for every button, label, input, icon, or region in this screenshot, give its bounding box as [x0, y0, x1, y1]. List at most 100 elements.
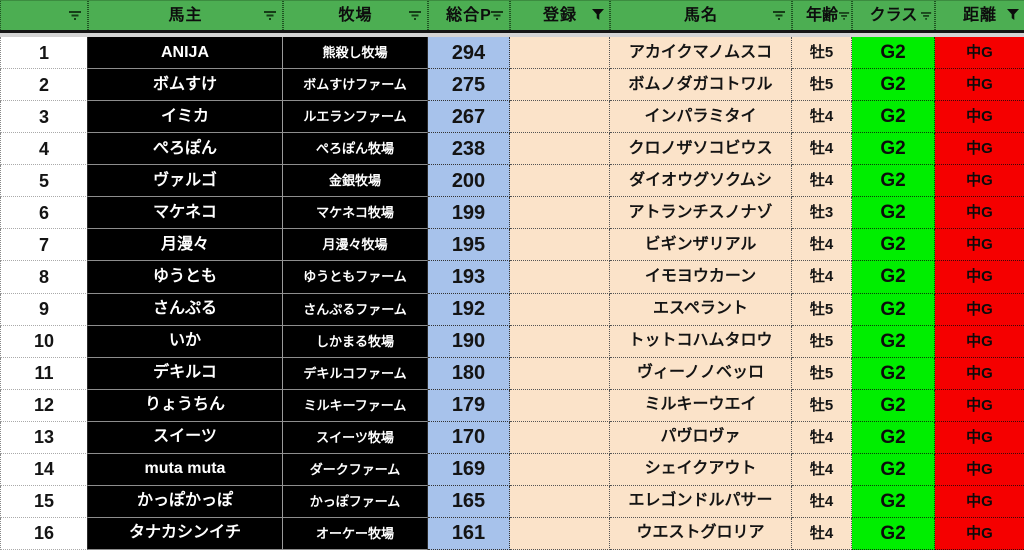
filter-dropdown-icon[interactable]	[921, 7, 932, 25]
class-cell[interactable]: G2	[852, 325, 935, 358]
filter-dropdown-icon[interactable]	[69, 7, 82, 25]
registration-cell[interactable]	[510, 229, 610, 262]
filter-dropdown-icon[interactable]	[773, 7, 786, 25]
rank-cell[interactable]: 16	[0, 517, 88, 550]
header-cell-age[interactable]: 年齢	[792, 1, 852, 30]
horse-name-cell[interactable]: エレゴンドルパサー	[610, 485, 792, 518]
rank-cell[interactable]: 1	[0, 37, 88, 70]
owner-cell[interactable]: いか	[88, 325, 283, 358]
registration-cell[interactable]	[510, 37, 610, 70]
registration-cell[interactable]	[510, 485, 610, 518]
age-cell[interactable]: 牡4	[792, 453, 852, 486]
owner-cell[interactable]: さんぷる	[88, 293, 283, 326]
age-cell[interactable]: 牡5	[792, 325, 852, 358]
distance-cell[interactable]: 中G	[935, 293, 1024, 326]
distance-cell[interactable]: 中G	[935, 101, 1024, 134]
age-cell[interactable]: 牡5	[792, 389, 852, 422]
rank-cell[interactable]: 7	[0, 229, 88, 262]
rank-cell[interactable]: 12	[0, 389, 88, 422]
rank-cell[interactable]: 8	[0, 261, 88, 294]
age-cell[interactable]: 牡5	[792, 69, 852, 102]
age-cell[interactable]: 牡3	[792, 197, 852, 230]
points-cell[interactable]: 179	[428, 389, 510, 422]
class-cell[interactable]: G2	[852, 229, 935, 262]
rank-cell[interactable]: 14	[0, 453, 88, 486]
class-cell[interactable]: G2	[852, 261, 935, 294]
header-cell-rank[interactable]	[0, 1, 88, 30]
farm-cell[interactable]: スイーツ牧場	[283, 421, 428, 454]
rank-cell[interactable]: 10	[0, 325, 88, 358]
horse-name-cell[interactable]: ウエストグロリア	[610, 517, 792, 550]
age-cell[interactable]: 牡4	[792, 421, 852, 454]
age-cell[interactable]: 牡5	[792, 357, 852, 390]
points-cell[interactable]: 238	[428, 133, 510, 166]
points-cell[interactable]: 169	[428, 453, 510, 486]
distance-cell[interactable]: 中G	[935, 37, 1024, 70]
distance-cell[interactable]: 中G	[935, 261, 1024, 294]
owner-cell[interactable]: 月漫々	[88, 229, 283, 262]
owner-cell[interactable]: タナカシンイチ	[88, 517, 283, 550]
class-cell[interactable]: G2	[852, 69, 935, 102]
registration-cell[interactable]	[510, 165, 610, 198]
farm-cell[interactable]: しかまる牧場	[283, 325, 428, 358]
owner-cell[interactable]: イミカ	[88, 101, 283, 134]
distance-cell[interactable]: 中G	[935, 517, 1024, 550]
distance-cell[interactable]: 中G	[935, 197, 1024, 230]
horse-name-cell[interactable]: クロノザソコビウス	[610, 133, 792, 166]
age-cell[interactable]: 牡4	[792, 229, 852, 262]
class-cell[interactable]: G2	[852, 101, 935, 134]
owner-cell[interactable]: ヴァルゴ	[88, 165, 283, 198]
rank-cell[interactable]: 4	[0, 133, 88, 166]
age-cell[interactable]: 牡4	[792, 101, 852, 134]
class-cell[interactable]: G2	[852, 133, 935, 166]
points-cell[interactable]: 165	[428, 485, 510, 518]
owner-cell[interactable]: ボムすけ	[88, 69, 283, 102]
owner-cell[interactable]: ぺろぽん	[88, 133, 283, 166]
owner-cell[interactable]: ゆうとも	[88, 261, 283, 294]
age-cell[interactable]: 牡4	[792, 133, 852, 166]
distance-cell[interactable]: 中G	[935, 453, 1024, 486]
distance-cell[interactable]: 中G	[935, 133, 1024, 166]
points-cell[interactable]: 180	[428, 357, 510, 390]
points-cell[interactable]: 294	[428, 37, 510, 70]
farm-cell[interactable]: マケネコ牧場	[283, 197, 428, 230]
registration-cell[interactable]	[510, 133, 610, 166]
registration-cell[interactable]	[510, 453, 610, 486]
class-cell[interactable]: G2	[852, 37, 935, 70]
distance-cell[interactable]: 中G	[935, 485, 1024, 518]
owner-cell[interactable]: デキルコ	[88, 357, 283, 390]
filter-funnel-icon[interactable]	[1007, 7, 1019, 25]
distance-cell[interactable]: 中G	[935, 389, 1024, 422]
header-cell-registration[interactable]: 登録	[510, 1, 610, 30]
farm-cell[interactable]: ミルキーファーム	[283, 389, 428, 422]
class-cell[interactable]: G2	[852, 421, 935, 454]
horse-name-cell[interactable]: アトランチスノナゾ	[610, 197, 792, 230]
horse-name-cell[interactable]: インパラミタイ	[610, 101, 792, 134]
header-cell-owner[interactable]: 馬主	[88, 1, 283, 30]
horse-name-cell[interactable]: アカイクマノムスコ	[610, 37, 792, 70]
age-cell[interactable]: 牡4	[792, 517, 852, 550]
class-cell[interactable]: G2	[852, 357, 935, 390]
rank-cell[interactable]: 2	[0, 69, 88, 102]
age-cell[interactable]: 牡5	[792, 37, 852, 70]
farm-cell[interactable]: オーケー牧場	[283, 517, 428, 550]
points-cell[interactable]: 195	[428, 229, 510, 262]
distance-cell[interactable]: 中G	[935, 69, 1024, 102]
class-cell[interactable]: G2	[852, 197, 935, 230]
farm-cell[interactable]: ゆうともファーム	[283, 261, 428, 294]
horse-name-cell[interactable]: イモヨウカーン	[610, 261, 792, 294]
registration-cell[interactable]	[510, 293, 610, 326]
horse-name-cell[interactable]: ヴィーノノベッロ	[610, 357, 792, 390]
age-cell[interactable]: 牡4	[792, 485, 852, 518]
registration-cell[interactable]	[510, 69, 610, 102]
points-cell[interactable]: 190	[428, 325, 510, 358]
horse-name-cell[interactable]: ビギンザリアル	[610, 229, 792, 262]
rank-cell[interactable]: 11	[0, 357, 88, 390]
distance-cell[interactable]: 中G	[935, 357, 1024, 390]
header-cell-class[interactable]: クラス	[852, 1, 935, 30]
farm-cell[interactable]: ボムすけファーム	[283, 69, 428, 102]
farm-cell[interactable]: 熊殺し牧場	[283, 37, 428, 70]
filter-dropdown-icon[interactable]	[491, 7, 504, 25]
farm-cell[interactable]: 月漫々牧場	[283, 229, 428, 262]
points-cell[interactable]: 199	[428, 197, 510, 230]
